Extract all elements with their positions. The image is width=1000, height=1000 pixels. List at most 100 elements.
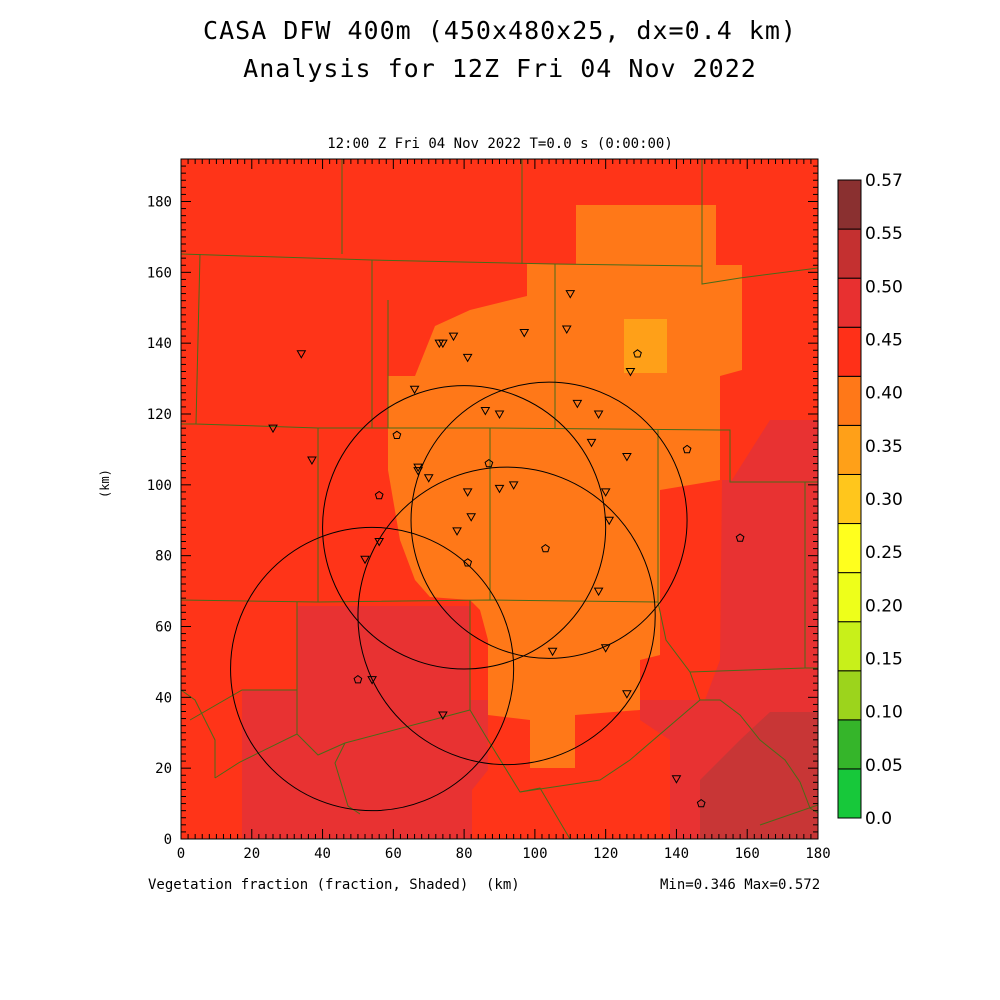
- valid-time-label: 12:00 Z Fri 04 Nov 2022 T=0.0 s (0:00:00…: [327, 136, 673, 152]
- y-tick-label: 0: [164, 832, 172, 848]
- station-triangle-marker: [600, 488, 611, 497]
- y-tick-label: 100: [147, 478, 172, 494]
- station-pentagon-marker: [392, 430, 402, 439]
- colorbar-label: 0.0: [865, 809, 892, 829]
- county-boundaries: [181, 159, 818, 839]
- x-axis-unit: (km): [486, 877, 520, 893]
- radar-range-rings: [230, 381, 688, 812]
- station-triangle-marker: [268, 424, 278, 434]
- station-triangle-marker: [434, 339, 445, 349]
- station-triangle-marker: [367, 676, 377, 685]
- station-triangle-marker: [307, 456, 317, 466]
- station-triangle-marker: [519, 329, 530, 338]
- station-triangle-marker: [622, 690, 632, 699]
- shade-region-se-dark: [700, 712, 818, 839]
- colorbar-segment: [837, 424, 862, 475]
- station-triangle-marker: [508, 481, 519, 490]
- station-pentagon-marker: [735, 533, 745, 542]
- axis-tick-labels: 0 20 40 60 80 100 120 140 160 180 0 20 40 60 80 100 120 1…: [147, 195, 831, 863]
- station-triangle-marker: [600, 644, 611, 653]
- colorbar-label: 0.35: [865, 437, 903, 457]
- x-tick-label: 0: [177, 846, 185, 862]
- colorbar-segment: [837, 621, 862, 672]
- station-triangle-marker: [423, 474, 434, 483]
- station-pentagon-marker: [353, 674, 363, 684]
- field-label: Vegetation fraction (fraction, Shaded): [148, 877, 469, 893]
- station-triangle-marker: [622, 453, 632, 462]
- station-pentagon-marker: [484, 458, 494, 468]
- colorbar-segment: [837, 572, 862, 623]
- station-triangle-marker: [462, 488, 473, 497]
- station-triangle-marker: [374, 538, 385, 547]
- x-tick-label: 120: [593, 846, 618, 862]
- y-tick-label: 20: [155, 761, 172, 777]
- station-markers: [268, 290, 745, 808]
- colorbar-frame: [837, 179, 862, 819]
- colorbar-label: 0.05: [865, 756, 903, 776]
- colorbar-segment: [837, 719, 862, 770]
- colorbar-label: 0.10: [865, 703, 903, 723]
- station-pentagon-marker: [463, 558, 473, 567]
- station-pentagon-marker: [682, 444, 692, 454]
- y-tick-label: 40: [155, 690, 172, 706]
- y-tick-label: 140: [147, 336, 172, 352]
- station-pentagon-marker: [633, 349, 642, 358]
- radar-4-ring: [230, 526, 515, 812]
- station-triangle-marker: [480, 406, 491, 416]
- station-pentagon-marker: [541, 543, 550, 553]
- station-triangle-marker: [452, 527, 462, 536]
- station-triangle-marker: [593, 587, 604, 597]
- y-tick-label: 160: [147, 265, 172, 281]
- station-triangle-marker: [448, 332, 459, 342]
- colorbar-segment: [837, 375, 862, 426]
- station-triangle-marker: [438, 711, 448, 721]
- colorbar-segment: [837, 326, 862, 377]
- x-tick-label: 80: [456, 846, 473, 862]
- station-triangle-marker: [494, 410, 505, 420]
- station-triangle-marker: [466, 513, 477, 522]
- colorbar-segment: [837, 179, 862, 230]
- station-triangle-marker: [296, 350, 307, 359]
- colorbar-label: 0.50: [865, 277, 903, 297]
- min-max-label: Min=0.346 Max=0.572: [660, 877, 821, 893]
- station-triangle-marker: [413, 467, 423, 476]
- x-tick-label: 100: [522, 846, 547, 862]
- x-tick-label: 60: [385, 846, 402, 862]
- colorbar-label: 0.30: [865, 490, 903, 510]
- station-triangle-marker: [409, 385, 420, 395]
- x-tick-label: 140: [664, 846, 689, 862]
- station-triangle-marker: [671, 775, 682, 784]
- station-pentagon-marker: [374, 490, 384, 500]
- colorbar-label: 0.20: [865, 596, 903, 616]
- axis-ticks: [180, 158, 819, 840]
- colorbar-segment: [837, 670, 862, 721]
- station-triangle-marker: [586, 438, 597, 448]
- station-triangle-marker: [572, 399, 583, 409]
- chart-subtitle: Analysis for 12Z Fri 04 Nov 2022: [243, 54, 757, 83]
- station-triangle-marker: [625, 368, 636, 377]
- station-triangle-marker: [494, 484, 505, 494]
- colorbar-label: 0.57: [865, 171, 903, 191]
- station-triangle-marker: [593, 410, 604, 420]
- colorbar-label: 0.25: [865, 543, 903, 563]
- station-triangle-marker: [547, 647, 558, 657]
- y-tick-label: 80: [155, 549, 172, 565]
- y-tick-label: 60: [155, 620, 172, 636]
- shade-region-patch: [624, 319, 667, 373]
- radar-1-ring: [410, 381, 688, 659]
- colorbar-segment: [837, 473, 862, 525]
- y-tick-label: 180: [147, 195, 172, 211]
- colorbar-segment: [837, 277, 862, 328]
- station-triangle-marker: [462, 353, 473, 363]
- colorbar-label: 0.55: [865, 224, 903, 244]
- y-tick-label: 120: [147, 407, 172, 423]
- radar-2-ring: [322, 385, 607, 670]
- colorbar-segment: [837, 523, 862, 574]
- colorbar: 0.0 0.05 0.10 0.15 0.20 0.25 0.30 0.35 0.40 0.45 0…: [837, 171, 903, 829]
- colorbar-segment: [837, 228, 862, 279]
- chart-title: CASA DFW 400m (450x480x25, dx=0.4 km): [203, 16, 797, 45]
- x-tick-label: 160: [735, 846, 760, 862]
- colorbar-label: 0.45: [865, 331, 903, 351]
- x-tick-label: 20: [243, 846, 260, 862]
